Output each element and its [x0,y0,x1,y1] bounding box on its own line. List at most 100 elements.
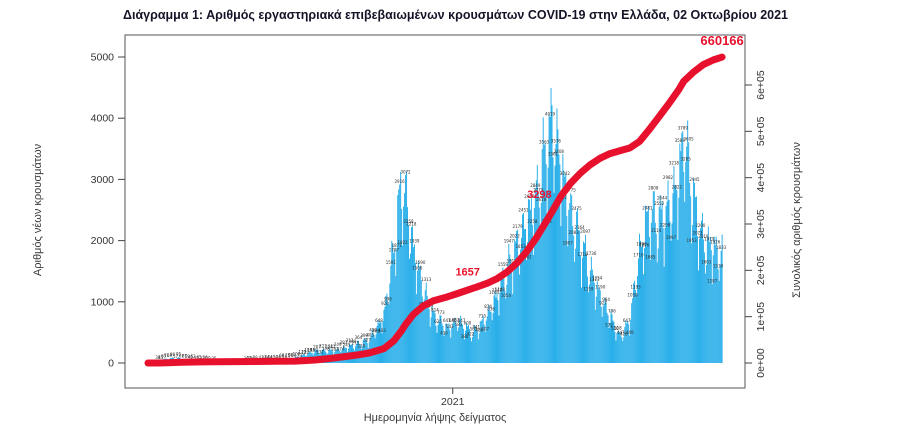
svg-text:100: 100 [293,351,301,356]
svg-text:647: 647 [458,318,466,323]
svg-text:2475: 2475 [572,206,583,211]
svg-text:715: 715 [478,314,486,319]
svg-text:67: 67 [179,353,185,358]
svg-text:1907: 1907 [563,241,574,246]
svg-text:449: 449 [626,330,634,335]
svg-text:227: 227 [319,344,327,349]
svg-text:1148: 1148 [495,287,506,292]
svg-text:1506: 1506 [412,265,423,270]
svg-text:1287: 1287 [707,279,718,284]
svg-text:68: 68 [279,353,285,358]
x-tick-label: 2021 [441,396,465,408]
svg-text:3576: 3576 [551,139,562,144]
svg-text:44: 44 [264,355,270,360]
annotation-1657: 1657 [455,266,479,278]
left-tick-label: 2000 [91,235,115,247]
svg-text:1313: 1313 [421,277,432,282]
svg-text:80: 80 [288,353,294,358]
left-tick-label: 0 [108,358,114,370]
svg-text:1193: 1193 [631,284,642,289]
svg-text:3361: 3361 [548,152,559,157]
svg-text:836: 836 [487,306,495,311]
svg-text:67: 67 [182,353,188,358]
svg-text:2218: 2218 [406,222,417,227]
svg-text:178: 178 [322,347,330,352]
svg-text:998: 998 [384,296,392,301]
svg-text:2982: 2982 [663,175,674,180]
svg-text:249: 249 [334,342,342,347]
svg-text:1591: 1591 [386,260,397,265]
svg-text:399: 399 [360,333,368,338]
svg-text:2451: 2451 [518,207,529,212]
svg-text:600: 600 [464,321,472,326]
svg-text:1601: 1601 [701,259,712,264]
left-tick-label: 1000 [91,296,115,308]
svg-text:3408: 3408 [554,149,565,154]
svg-text:90: 90 [170,352,176,357]
svg-text:1559: 1559 [498,262,509,267]
right-tick-label: 2e+05 [755,255,767,285]
right-tick-label: 0e+00 [755,348,767,378]
svg-text:1142: 1142 [492,288,503,293]
svg-text:38: 38 [253,355,259,360]
cumulative-cases-line [144,53,726,367]
svg-text:1939: 1939 [409,239,420,244]
svg-text:174: 174 [337,347,345,352]
svg-text:1736: 1736 [586,251,597,256]
svg-text:2644: 2644 [657,196,668,201]
svg-text:1947: 1947 [504,238,515,243]
svg-text:59: 59 [185,354,191,359]
svg-text:625: 625 [434,319,442,324]
svg-text:3285: 3285 [681,156,692,161]
svg-text:327: 327 [363,337,371,342]
svg-text:3563: 3563 [539,139,550,144]
right-tick-label: 4e+05 [755,163,767,193]
svg-text:1058: 1058 [628,293,639,298]
svg-text:1979: 1979 [704,236,715,241]
svg-text:165: 165 [307,347,315,352]
svg-text:1682: 1682 [521,255,532,260]
svg-text:228: 228 [357,344,365,349]
svg-text:927: 927 [599,301,607,306]
svg-text:646: 646 [449,318,457,323]
svg-text:32: 32 [200,355,206,360]
svg-text:41: 41 [270,355,276,360]
svg-text:1313: 1313 [589,277,600,282]
svg-text:69: 69 [291,353,297,358]
svg-text:874: 874 [484,304,492,309]
svg-text:313: 313 [346,338,354,343]
svg-text:1876: 1876 [639,243,650,248]
svg-text:518: 518 [614,326,622,331]
svg-text:541: 541 [472,324,480,329]
svg-text:283: 283 [340,340,348,345]
svg-text:2775: 2775 [566,188,577,193]
svg-text:2097: 2097 [580,229,591,234]
svg-text:45: 45 [197,355,203,360]
svg-text:2945: 2945 [689,177,700,182]
svg-text:3218: 3218 [669,161,680,166]
svg-text:207: 207 [313,345,321,350]
svg-text:426: 426 [620,331,628,336]
svg-text:3789: 3789 [678,126,689,131]
svg-text:503: 503 [470,327,478,332]
annotation-total-cases: 660166 [700,33,743,48]
svg-text:36: 36 [276,355,282,360]
svg-text:222: 222 [328,344,336,349]
svg-text:162: 162 [310,348,318,353]
svg-text:2164: 2164 [574,225,585,230]
svg-text:364: 364 [355,335,363,340]
plot-box [124,34,746,389]
svg-text:3042: 3042 [560,171,571,176]
svg-text:2083: 2083 [569,230,580,235]
svg-text:1718: 1718 [577,252,588,257]
svg-text:95: 95 [176,352,182,357]
svg-text:1953: 1953 [687,238,698,243]
svg-text:1797: 1797 [389,247,400,252]
svg-text:1685: 1685 [645,254,656,259]
svg-text:39: 39 [155,355,161,360]
svg-text:57: 57 [173,354,179,359]
svg-text:2200: 2200 [695,223,706,228]
right-tick-label: 5e+05 [755,116,767,146]
